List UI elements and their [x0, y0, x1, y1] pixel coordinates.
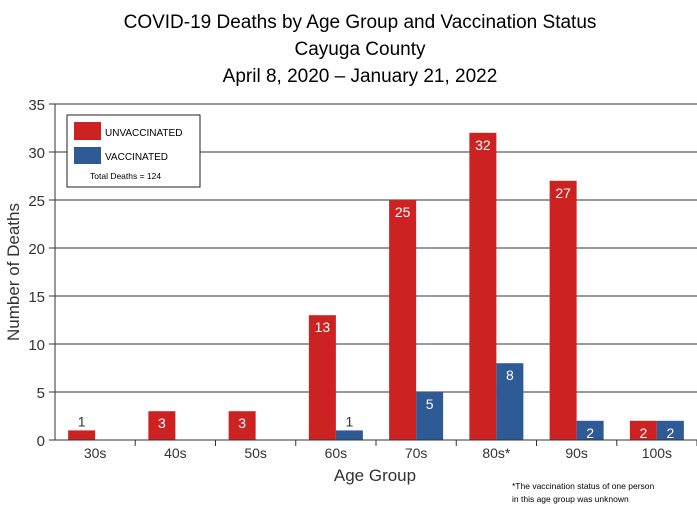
bar-unvaccinated-70s [389, 200, 417, 440]
chart-title-line2: Cayuga County [295, 39, 426, 60]
bar-unvaccinated-40s [148, 411, 176, 440]
data-label: 8 [506, 367, 514, 383]
y-tick-label: 30 [28, 145, 45, 162]
data-label: 1 [345, 413, 353, 429]
data-label: 1 [78, 413, 86, 429]
data-label: 5 [426, 396, 434, 412]
data-label: 2 [666, 425, 674, 441]
x-tick-label: 60s [325, 445, 348, 461]
y-tick-label: 5 [37, 385, 45, 402]
bar-unvaccinated-30s [68, 430, 96, 440]
bar-unvaccinated-80s* [469, 132, 497, 441]
bar-unvaccinated-60s [308, 315, 336, 440]
data-label: 27 [555, 185, 571, 201]
chart-title-line3: April 8, 2020 – January 21, 2022 [223, 66, 498, 87]
y-tick-label: 35 [28, 97, 45, 114]
y-tick-label: 15 [28, 289, 45, 306]
x-tick-label: 40s [164, 445, 187, 461]
bar-vaccinated-60s [335, 430, 363, 440]
x-tick-label: 50s [244, 445, 267, 461]
legend-label-vaccinated: VACCINATED [105, 152, 168, 163]
data-label: 2 [639, 425, 647, 441]
y-tick-label: 10 [28, 337, 45, 354]
legend-label-unvaccinated: UNVACCINATED [105, 128, 182, 139]
data-label: 32 [475, 137, 491, 153]
x-tick-label: 70s [405, 445, 428, 461]
x-tick-label: 90s [565, 445, 588, 461]
data-label: 3 [158, 415, 166, 431]
legend: UNVACCINATED VACCINATED Total Deaths = 1… [66, 114, 201, 188]
data-label: 25 [395, 204, 411, 220]
bar-vaccinated-80s* [496, 363, 524, 440]
bar-unvaccinated-90s [549, 180, 577, 441]
footnote-line2: in this age group was unknown [512, 494, 629, 504]
data-label: 13 [315, 319, 331, 335]
bar-vaccinated-100s [656, 420, 684, 440]
y-tick-label: 25 [28, 193, 45, 210]
bar-vaccinated-90s [576, 420, 604, 440]
legend-total-deaths: Total Deaths = 124 [90, 171, 161, 181]
x-tick-label: 30s [84, 445, 107, 461]
data-label: 2 [586, 425, 594, 441]
legend-swatch-vaccinated [74, 147, 101, 164]
y-tick-label: 0 [37, 433, 45, 450]
y-tick-label: 20 [28, 241, 45, 258]
bar-unvaccinated-50s [228, 411, 256, 440]
legend-swatch-unvaccinated [74, 122, 101, 140]
chart-title-line1: COVID-19 Deaths by Age Group and Vaccina… [124, 12, 597, 33]
x-tick-label: 80s* [482, 445, 511, 461]
bar-unvaccinated-100s [629, 420, 657, 440]
y-axis-label: Number of Deaths [4, 203, 23, 341]
data-label: 3 [238, 415, 246, 431]
bar-vaccinated-70s [416, 392, 444, 440]
x-axis-label: Age Group [334, 466, 416, 485]
x-tick-label: 100s [642, 445, 672, 461]
footnote-line1: *The vaccination status of one person [512, 481, 654, 491]
